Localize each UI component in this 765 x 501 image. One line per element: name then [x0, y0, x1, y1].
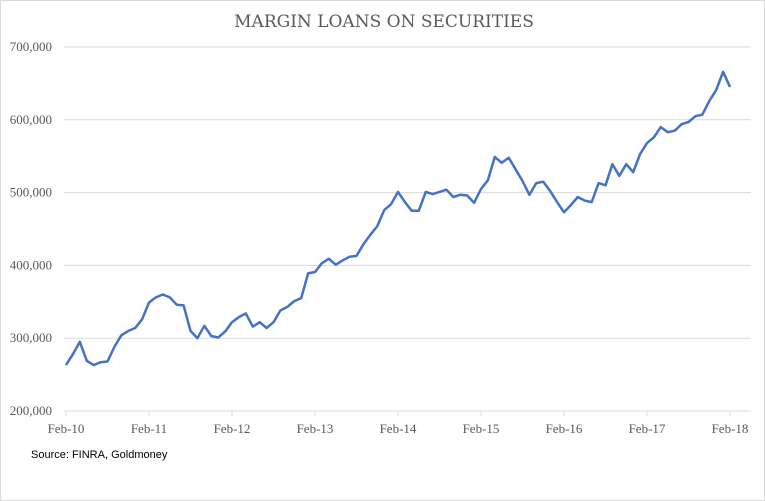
data-points [65, 71, 731, 366]
y-tick-label: 400,000 [10, 257, 52, 272]
x-tick-label: Feb-13 [297, 421, 334, 436]
x-tick-label: Feb-15 [463, 421, 500, 436]
y-axis-ticks: 200,000 300,000 400,000 500,000 600,000 700,0… [10, 39, 52, 418]
y-tick-label: 300,000 [10, 330, 52, 345]
y-tick-label: 500,000 [10, 185, 52, 200]
gridlines [64, 46, 751, 412]
x-tick-label: Feb-10 [48, 421, 85, 436]
series-line [64, 70, 732, 367]
source-note: Source: FINRA, Goldmoney [31, 449, 168, 461]
x-tick-label: Feb-14 [380, 421, 417, 436]
y-tick-label: 200,000 [10, 403, 52, 418]
y-tick-label: 700,000 [10, 39, 52, 54]
x-tick-label: Feb-18 [712, 421, 749, 436]
x-tick-label: Feb-11 [131, 421, 167, 436]
y-tick-label: 600,000 [10, 112, 52, 127]
x-axis-ticks: Feb-10 Feb-11 Feb-12 Feb-13 Feb-14 Feb-15 Feb-… [48, 411, 749, 436]
chart-title: MARGIN LOANS ON SECURITIES [234, 12, 534, 32]
x-tick-label: Feb-16 [546, 421, 583, 436]
x-tick-label: Feb-17 [629, 421, 666, 436]
x-tick-label: Feb-12 [214, 421, 251, 436]
